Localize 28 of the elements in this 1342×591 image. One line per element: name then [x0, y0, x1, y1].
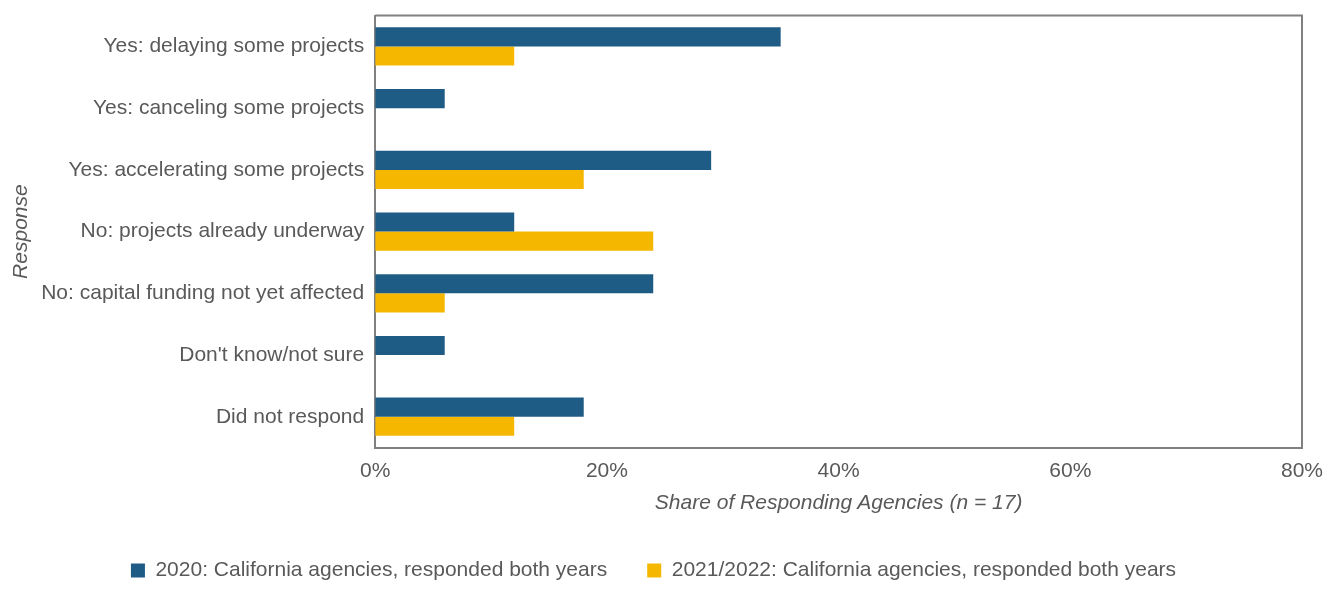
bar — [375, 89, 445, 109]
bar — [375, 231, 654, 251]
x-axis-title: Share of Responding Agencies (n = 17) — [654, 490, 1023, 514]
x-tick-label: 80% — [1280, 458, 1324, 481]
bar — [375, 169, 584, 190]
x-tick-label: 0% — [360, 458, 391, 481]
bar — [375, 335, 445, 356]
y-tick-label: No: capital funding not yet affected — [41, 280, 365, 304]
x-tick-label: 60% — [1049, 458, 1092, 481]
y-tick-label: No: projects already underway — [80, 218, 365, 242]
bar — [375, 46, 515, 66]
y-tick-label: Yes: delaying some projects — [103, 33, 365, 57]
bar — [375, 416, 515, 436]
y-axis-title: Response — [8, 184, 32, 279]
bar — [375, 27, 781, 47]
bar — [375, 293, 445, 313]
bar — [375, 274, 654, 294]
x-tick-label: 20% — [585, 458, 628, 481]
y-tick-label: Yes: accelerating some projects — [68, 156, 365, 180]
legend-label: 2020: California agencies, responded both years — [155, 557, 608, 581]
bar — [375, 397, 584, 417]
y-tick-label: Don't know/not sure — [179, 341, 365, 365]
x-tick-label: 40% — [817, 458, 860, 481]
y-tick-label: Did not respond — [215, 403, 365, 427]
bar — [375, 150, 712, 170]
bar — [375, 212, 515, 232]
y-tick-label: Yes: canceling some projects — [92, 94, 365, 118]
legend-label: 2021/2022: California agencies, responded both years — [671, 557, 1177, 581]
